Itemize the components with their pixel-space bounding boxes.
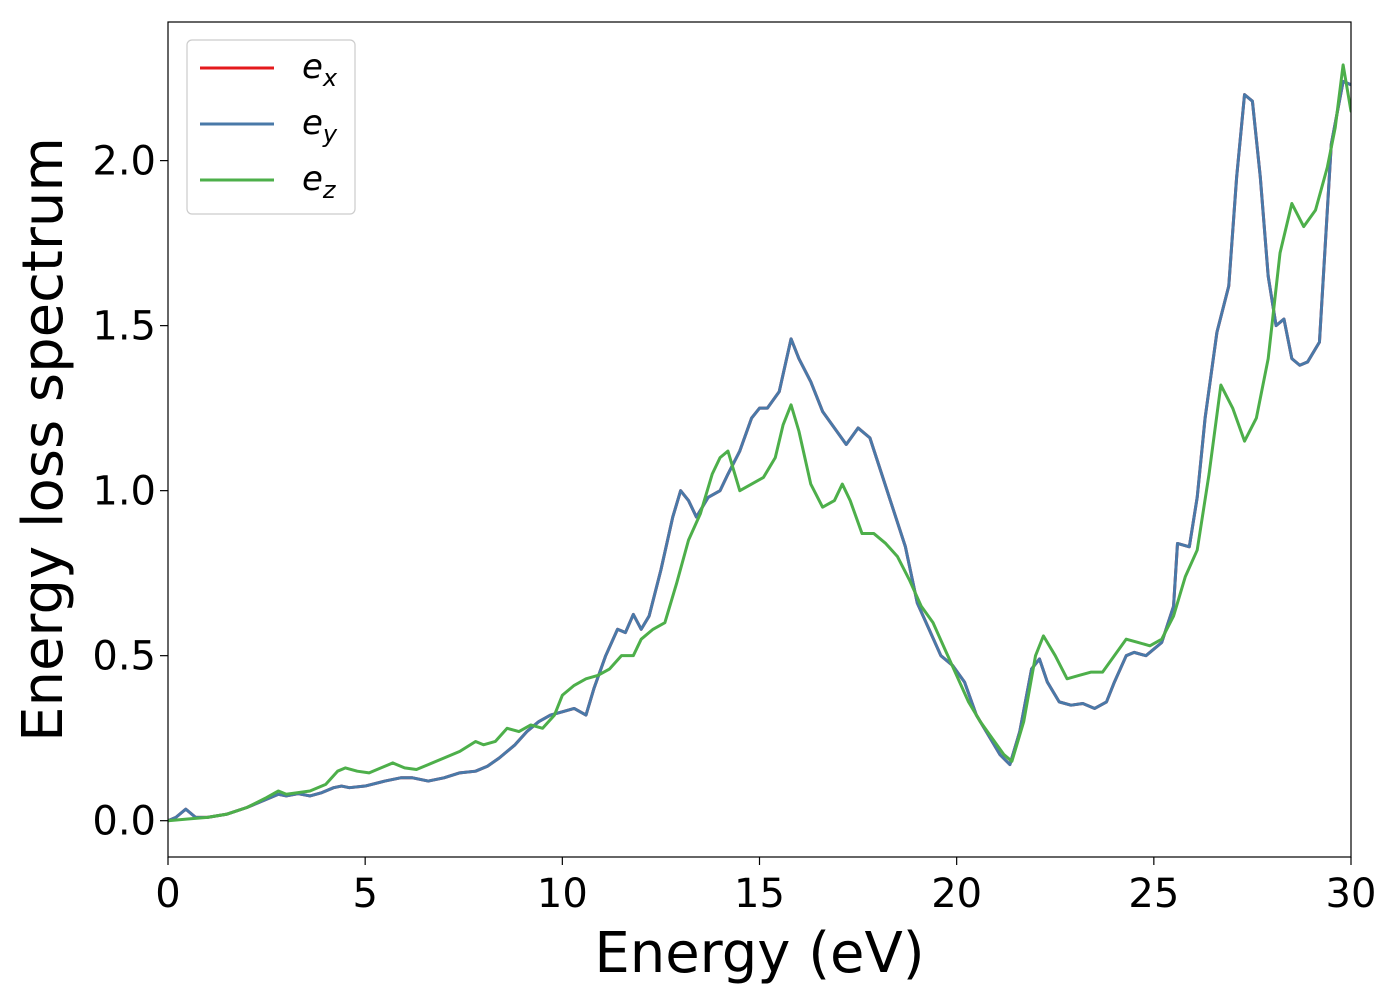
y-tick-label: 2.0 xyxy=(92,139,156,185)
x-axis-label: Energy (eV) xyxy=(594,921,924,986)
legend: ex ey ez xyxy=(186,39,356,215)
legend-label-ey: ey xyxy=(302,103,338,148)
y-tick-label: 1.5 xyxy=(92,304,156,350)
x-tick-label: 25 xyxy=(1128,871,1179,917)
x-tick-label: 0 xyxy=(155,871,180,917)
x-tick-label: 5 xyxy=(352,871,377,917)
x-tick-label: 20 xyxy=(931,871,982,917)
series-line-ey xyxy=(168,79,1351,823)
legend-label-ex: ex xyxy=(302,47,338,92)
series-line-ez xyxy=(168,63,1351,823)
legend-label-ez: ez xyxy=(302,159,337,204)
x-tick-label: 10 xyxy=(537,871,588,917)
x-tick-label: 30 xyxy=(1326,871,1377,917)
y-tick-label: 0.5 xyxy=(92,634,156,680)
y-axis-ticks: 0.0 0.5 1.0 1.5 2.0 xyxy=(92,139,168,845)
y-tick-label: 1.0 xyxy=(92,469,156,515)
series-layer xyxy=(168,63,1351,823)
y-axis-label: Energy loss spectrum xyxy=(11,137,76,742)
y-tick-label: 0.0 xyxy=(92,799,156,845)
x-tick-label: 15 xyxy=(734,871,785,917)
x-axis-ticks: 0 5 10 15 20 25 30 xyxy=(155,857,1376,917)
legend-box xyxy=(186,39,356,215)
